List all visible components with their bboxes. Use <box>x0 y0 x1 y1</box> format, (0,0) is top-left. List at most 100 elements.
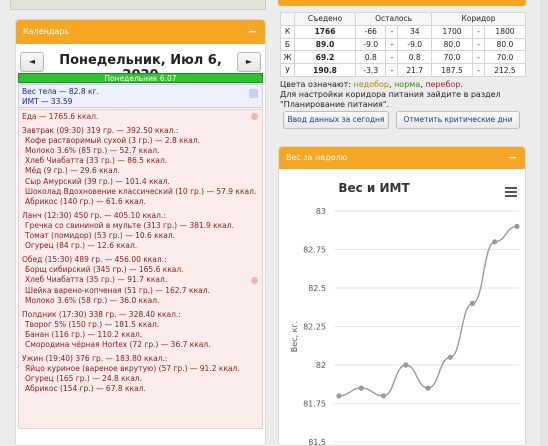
food-item[interactable]: Яйцо куриное (вареное вкрутую) (57 гр.) … <box>25 364 240 374</box>
eaten-value: 190.8 <box>293 63 357 77</box>
eaten-value: 69.2 <box>293 50 357 65</box>
food-item[interactable]: Гречка со свининой в мульте (313 гр.) — … <box>25 220 235 230</box>
corridor-to: 1800 <box>483 24 527 39</box>
food-item[interactable]: Хлеб Чиабатта (33 гр.) — 86.5 ккал. <box>25 156 168 166</box>
row-label: Б <box>280 37 295 52</box>
left-from: -9.0 <box>355 37 387 52</box>
weight-point[interactable] <box>358 385 364 391</box>
food-item[interactable]: Огурец (165 гр.) — 24.8 ккал. <box>25 374 142 384</box>
legend-sep: , <box>388 80 395 89</box>
food-item[interactable]: Хлеб Чиабатта (35 гр.) — 91.7 ккал. <box>25 275 168 285</box>
weight-point[interactable] <box>336 393 342 399</box>
y-tick-label: 82 <box>316 361 326 370</box>
weekly-panel-header[interactable]: Вес за неделю − <box>279 147 525 169</box>
meal-section: Обед (15:30) 489 гр. — 456.00 ккал.: Борщ… <box>22 255 259 305</box>
y-tick-label: 81.75 <box>303 400 326 409</box>
food-item[interactable]: Томат (помидор) (53 гр.) — 10.6 ккал. <box>25 231 176 241</box>
meal-heading[interactable]: Завтрак (09:30) 319 гр. — 392.50 ккал.: <box>22 126 179 136</box>
row-label: Ж <box>280 50 295 65</box>
weight-point[interactable] <box>492 239 498 245</box>
food-item[interactable]: Молоко 3.6% (58 гр.) — 36.0 ккал. <box>25 295 160 305</box>
day-bar[interactable]: Понедельник 6.07 <box>18 73 263 83</box>
weight-point[interactable] <box>403 362 409 368</box>
range-separator: - <box>385 63 399 77</box>
left-from: -66 <box>355 24 387 39</box>
food-item[interactable]: Творог 5% (150 гр.) — 181.5 ккал. <box>25 319 160 329</box>
weight-point[interactable] <box>447 354 453 360</box>
meal-heading[interactable]: Полдник (17:30) 338 гр. — 328.40 ккал.: <box>22 309 181 319</box>
edit-icon[interactable] <box>251 277 258 284</box>
hint-text: Для настройки коридора питания зайдите в… <box>280 90 501 109</box>
food-item[interactable]: Шейка варено-копченая (51 гр.) — 162.7 к… <box>25 285 210 295</box>
corridor-to: 212.5 <box>483 63 527 77</box>
left-to: 0.8 <box>397 50 433 65</box>
food-item[interactable]: Абрикос (140 гр.) — 61.6 ккал. <box>25 196 146 206</box>
bmi-text: ИМТ — 33.59 <box>22 97 73 106</box>
meal-heading[interactable]: Ужин (19:40) 376 гр. — 183.80 ккал.: <box>22 354 168 364</box>
color-legend: Цвета означают: недобор, норма, перебор. <box>280 80 526 90</box>
food-item[interactable]: Огурец (84 гр.) — 12.6 ккал. <box>25 241 138 251</box>
food-item[interactable]: Сыр Амурский (39 гр.) — 101.4 ккал. <box>25 176 170 186</box>
y-tick-label: 83 <box>316 207 326 216</box>
meal-section: Ланч (12:30) 450 гр. — 405.10 ккал.: Греч… <box>22 211 259 251</box>
weight-point[interactable] <box>514 223 520 229</box>
row-label: К <box>280 24 295 39</box>
metrics-box[interactable]: Вес тела — 82.8 кг. ИМТ — 33.59 <box>18 84 263 108</box>
meals-list: Завтрак (09:30) 319 гр. — 392.50 ккал.: К… <box>22 126 259 394</box>
meal-heading[interactable]: Обед (15:30) 489 гр. — 456.00 ккал.: <box>22 255 167 265</box>
weight-point[interactable] <box>425 385 431 391</box>
range-separator: - <box>385 24 399 39</box>
legend-over: перебор <box>425 80 461 89</box>
table-header-left: Осталось <box>355 12 433 26</box>
food-list[interactable]: Еда — 1765.6 ккал. Завтрак (09:30) 319 г… <box>18 109 263 429</box>
corridor-from: 70.0 <box>431 50 474 65</box>
menu-icon[interactable] <box>505 187 517 197</box>
next-day-button[interactable]: ► <box>237 52 261 72</box>
food-item[interactable]: Смородина чёрная Hortex (72 гр.) — 36.7 … <box>25 339 211 349</box>
left-from: 0.8 <box>355 50 387 65</box>
food-item[interactable]: Банан (116 гр.) — 110.2 ккал. <box>25 329 143 339</box>
range-separator: - <box>385 37 399 52</box>
food-item[interactable]: Шоколад Вдохновение классический (10 гр.… <box>25 186 257 196</box>
weight-series-line <box>338 225 518 397</box>
collapse-icon[interactable]: − <box>507 151 517 164</box>
range-separator: - <box>472 37 485 52</box>
y-tick-label: 82.75 <box>303 246 326 255</box>
food-item[interactable]: Молоко 3.6% (85 гр.) — 52.7 ккал. <box>25 146 160 156</box>
weight-point[interactable] <box>380 393 387 399</box>
food-item[interactable]: Кофе растворимый сухой (3 гр.) — 2.8 кка… <box>25 136 201 146</box>
table-row: У 190.8 -3.3-21.7 187.5-212.5 <box>280 63 527 77</box>
food-item[interactable]: Абрикос (154 гр.) — 67.8 ккал. <box>25 384 146 394</box>
meal-section: Завтрак (09:30) 319 гр. — 392.50 ккал.: К… <box>22 126 259 207</box>
meal-heading[interactable]: Ланч (12:30) 450 гр. — 405.10 ккал.: <box>22 210 166 220</box>
edit-icon[interactable] <box>251 113 258 120</box>
left-from: -3.3 <box>355 63 387 77</box>
prev-day-button[interactable]: ◄ <box>20 52 44 72</box>
range-separator: - <box>472 24 485 39</box>
table-header-empty <box>280 12 295 26</box>
eaten-value: 89.0 <box>293 37 357 52</box>
calendar-panel-title: Календарь <box>23 27 70 36</box>
left-to: 21.7 <box>397 63 433 77</box>
row-label: У <box>280 63 295 77</box>
range-separator: - <box>472 50 485 65</box>
corridor-to: 80.0 <box>483 37 527 52</box>
food-item[interactable]: Борщ сибирский (345 гр.) — 165.6 ккал. <box>25 265 184 275</box>
mark-critical-days-button[interactable]: Отметить критические дни <box>396 111 520 129</box>
corridor-from: 187.5 <box>431 63 474 77</box>
left-to: 34 <box>397 24 433 39</box>
edit-icon[interactable] <box>249 89 258 98</box>
top-right-strip <box>278 0 526 6</box>
weight-point[interactable] <box>469 300 476 306</box>
nutrition-table: Съедено Осталось Коридор К 1766 -66-34 1700… <box>280 12 527 77</box>
meal-section: Полдник (17:30) 338 гр. — 328.40 ккал.: Т… <box>22 310 259 350</box>
table-row: Ж 69.2 0.8-0.8 70.0-70.0 <box>280 50 527 65</box>
collapse-icon[interactable]: − <box>247 25 257 38</box>
enter-data-button[interactable]: Ввод данных за сегодня <box>283 111 389 129</box>
food-item[interactable]: Мёд (9 гр.) — 29.6 ккал. <box>25 166 120 176</box>
top-left-strip <box>10 0 266 10</box>
calendar-panel-header[interactable]: Календарь − <box>16 20 265 44</box>
scrollbar[interactable] <box>540 0 548 446</box>
y-axis-label: Вес, кг. <box>290 321 299 352</box>
